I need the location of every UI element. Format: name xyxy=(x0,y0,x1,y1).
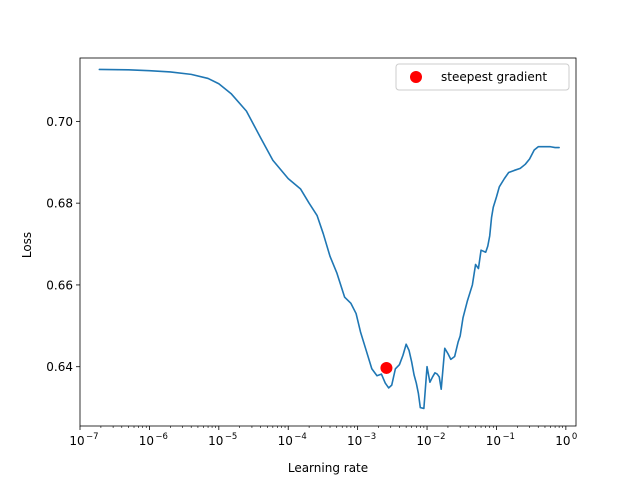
axes-frame xyxy=(79,57,577,427)
x-axis-label: Learning rate xyxy=(288,461,368,475)
x-tick-label: 10 xyxy=(416,434,431,448)
x-tick-label-exponent: −1 xyxy=(502,432,515,442)
x-tick-label-exponent: −6 xyxy=(155,432,168,442)
loss-series-line xyxy=(98,68,560,410)
y-tick-label: 0.70 xyxy=(46,115,73,129)
x-tick-label: 10 xyxy=(69,434,84,448)
x-tick-label-exponent: −5 xyxy=(225,432,238,442)
y-axis-label: Loss xyxy=(20,232,34,258)
legend-box xyxy=(395,63,570,91)
x-tick-label: 10 xyxy=(347,434,362,448)
plot-area xyxy=(98,68,560,410)
x-tick-label-exponent: −7 xyxy=(86,432,99,442)
x-tick-label-exponent: −2 xyxy=(433,432,446,442)
steepest-gradient-point xyxy=(380,361,393,374)
y-tick-label: 0.68 xyxy=(46,197,73,211)
axes: 10 −7 10 −6 10 −5 10 −4 10 −3 10 −2 10 −1 10 00.640.660… xyxy=(46,57,577,448)
legend-label-steepest-gradient: steepest gradient xyxy=(441,70,547,84)
y-tick-label: 0.64 xyxy=(46,360,73,374)
x-tick-label-exponent: 0 xyxy=(572,432,577,442)
x-tick-label: 10 xyxy=(139,434,154,448)
x-tick-label-exponent: −4 xyxy=(294,432,307,442)
x-tick-label: 10 xyxy=(278,434,293,448)
x-tick-label: 10 xyxy=(555,434,570,448)
x-tick-label: 10 xyxy=(486,434,501,448)
legend-marker-steepest-gradient xyxy=(410,71,422,83)
y-tick-label: 0.66 xyxy=(46,278,73,292)
legend: steepest gradient xyxy=(395,63,570,91)
x-tick-label: 10 xyxy=(208,434,223,448)
x-tick-label-exponent: −3 xyxy=(364,432,377,442)
